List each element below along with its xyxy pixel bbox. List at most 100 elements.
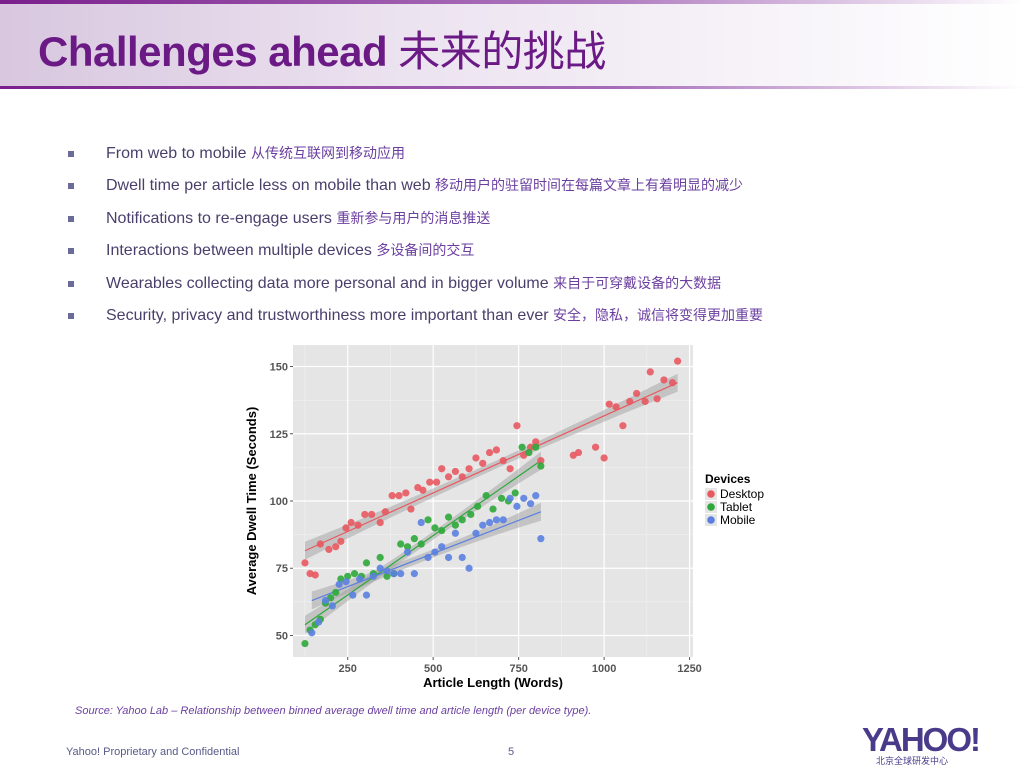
data-point-mobile: [417, 518, 425, 527]
legend-swatch-mobile: [707, 516, 715, 524]
source-note: Source: Yahoo Lab – Relationship between…: [75, 705, 592, 717]
data-point-mobile: [532, 492, 540, 500]
slide-title-en: Challenges ahead: [38, 28, 388, 75]
data-point-tablet: [350, 570, 359, 578]
data-point-desktop: [660, 376, 668, 384]
bullet-text-en: Wearables collecting data more personal …: [106, 274, 549, 292]
data-point-desktop: [499, 457, 507, 465]
bullet-item: Notifications to re-engage users 重新参与用户的…: [66, 205, 763, 237]
data-point-desktop: [301, 559, 309, 567]
x-tick-label: 500: [424, 663, 442, 675]
data-point-desktop: [532, 438, 540, 446]
x-tick-label: 250: [339, 663, 357, 675]
data-point-mobile: [472, 529, 480, 537]
y-tick-label: 100: [270, 496, 288, 508]
data-point-mobile: [424, 553, 432, 562]
data-point-desktop: [632, 389, 641, 398]
data-point-desktop: [451, 467, 459, 476]
dwell-time-scatter-chart: 250 500 750 1000 1250 50 75 100 125 150 Article L…: [244, 345, 764, 690]
data-point-mobile: [513, 502, 521, 510]
bullet-marker-icon: [68, 151, 74, 157]
bullet-marker-icon: [68, 183, 74, 190]
data-point-mobile: [499, 516, 507, 524]
legend-label-desktop: Desktop: [720, 487, 764, 501]
bullet-text-zh: 安全，隐私，诚信将变得更加重要: [553, 307, 764, 324]
data-point-desktop: [438, 465, 446, 473]
data-point-mobile: [527, 500, 535, 508]
bullet-text-zh: 来自于可穿戴设备的大数据: [553, 275, 722, 292]
legend-swatch-desktop: [707, 490, 715, 498]
data-point-desktop: [426, 478, 434, 486]
data-point-desktop: [395, 492, 403, 500]
data-point-desktop: [653, 395, 661, 403]
data-point-mobile: [520, 494, 528, 502]
x-axis-label: Article Length (Words): [423, 675, 563, 690]
data-point-mobile: [342, 578, 350, 586]
data-point-mobile: [349, 591, 357, 599]
bullet-text-zh: 从传统互联网到移动应用: [250, 146, 405, 162]
data-point-tablet: [410, 535, 418, 543]
data-point-desktop: [479, 459, 487, 467]
y-axis-label: Average Dwell Time (Seconds): [244, 407, 259, 596]
data-point-desktop: [332, 543, 340, 551]
data-point-mobile: [308, 629, 316, 637]
x-tick-label: 1000: [592, 663, 616, 675]
data-point-mobile: [410, 570, 418, 578]
data-point-tablet: [451, 521, 459, 529]
data-point-tablet: [537, 462, 545, 470]
data-point-tablet: [403, 543, 412, 551]
data-point-desktop: [311, 571, 319, 579]
bullet-marker-icon: [68, 215, 74, 222]
data-point-desktop: [619, 422, 627, 430]
bullet-text-zh: 重新参与用户的消息推送: [336, 210, 491, 227]
bullet-text-zh: 多设备间的交互: [376, 243, 475, 260]
data-point-mobile: [321, 596, 330, 605]
data-point-tablet: [417, 540, 425, 548]
title-band: [0, 0, 1024, 88]
legend-title: Devices: [705, 472, 751, 486]
data-point-desktop: [492, 446, 501, 454]
data-point-desktop: [641, 397, 649, 406]
data-point-mobile: [465, 564, 473, 572]
slide-title: Challenges ahead 未来的挑战: [38, 18, 606, 79]
data-point-desktop: [506, 465, 514, 473]
data-point-mobile: [383, 567, 391, 575]
data-point-desktop: [605, 400, 613, 408]
bullet-item: From web to mobile 从传统互联网到移动应用: [66, 140, 763, 172]
data-point-mobile: [356, 575, 364, 583]
bullet-marker-icon: [68, 248, 74, 255]
grid-lines: [293, 345, 693, 657]
data-point-tablet: [332, 588, 340, 597]
bullet-item: Interactions between multiple devices 多设…: [66, 237, 763, 269]
data-point-desktop: [612, 403, 620, 411]
slide-title-zh: 未来的挑战: [398, 27, 606, 76]
bullet-item: Security, privacy and trustworthiness mo…: [66, 302, 763, 334]
data-point-tablet: [362, 559, 371, 567]
data-point-tablet: [532, 443, 540, 451]
title-top-rule: [0, 0, 1024, 4]
data-point-tablet: [482, 492, 490, 500]
data-points: [301, 357, 682, 648]
data-point-desktop: [354, 521, 362, 529]
page-number: 5: [508, 746, 515, 758]
data-point-desktop: [472, 454, 480, 462]
data-point-desktop: [325, 545, 333, 554]
data-point-mobile: [315, 618, 323, 626]
y-tick-label: 75: [276, 563, 288, 575]
data-point-desktop: [668, 379, 677, 387]
data-point-desktop: [432, 478, 441, 486]
data-point-desktop: [419, 486, 427, 494]
data-point-mobile: [397, 570, 405, 578]
data-point-mobile: [444, 553, 453, 562]
bullet-list: From web to mobile 从传统互联网到移动应用 Dwell tim…: [66, 140, 763, 334]
bullet-text-en: Notifications to re-engage users: [106, 209, 332, 227]
y-tick-label: 125: [270, 429, 288, 441]
data-point-tablet: [458, 516, 466, 524]
data-point-tablet: [467, 510, 475, 519]
trend-line-desktop: [304, 382, 678, 552]
data-point-mobile: [537, 535, 545, 543]
data-point-tablet: [497, 494, 506, 502]
data-point-mobile: [403, 548, 412, 556]
data-point-desktop: [600, 454, 608, 462]
